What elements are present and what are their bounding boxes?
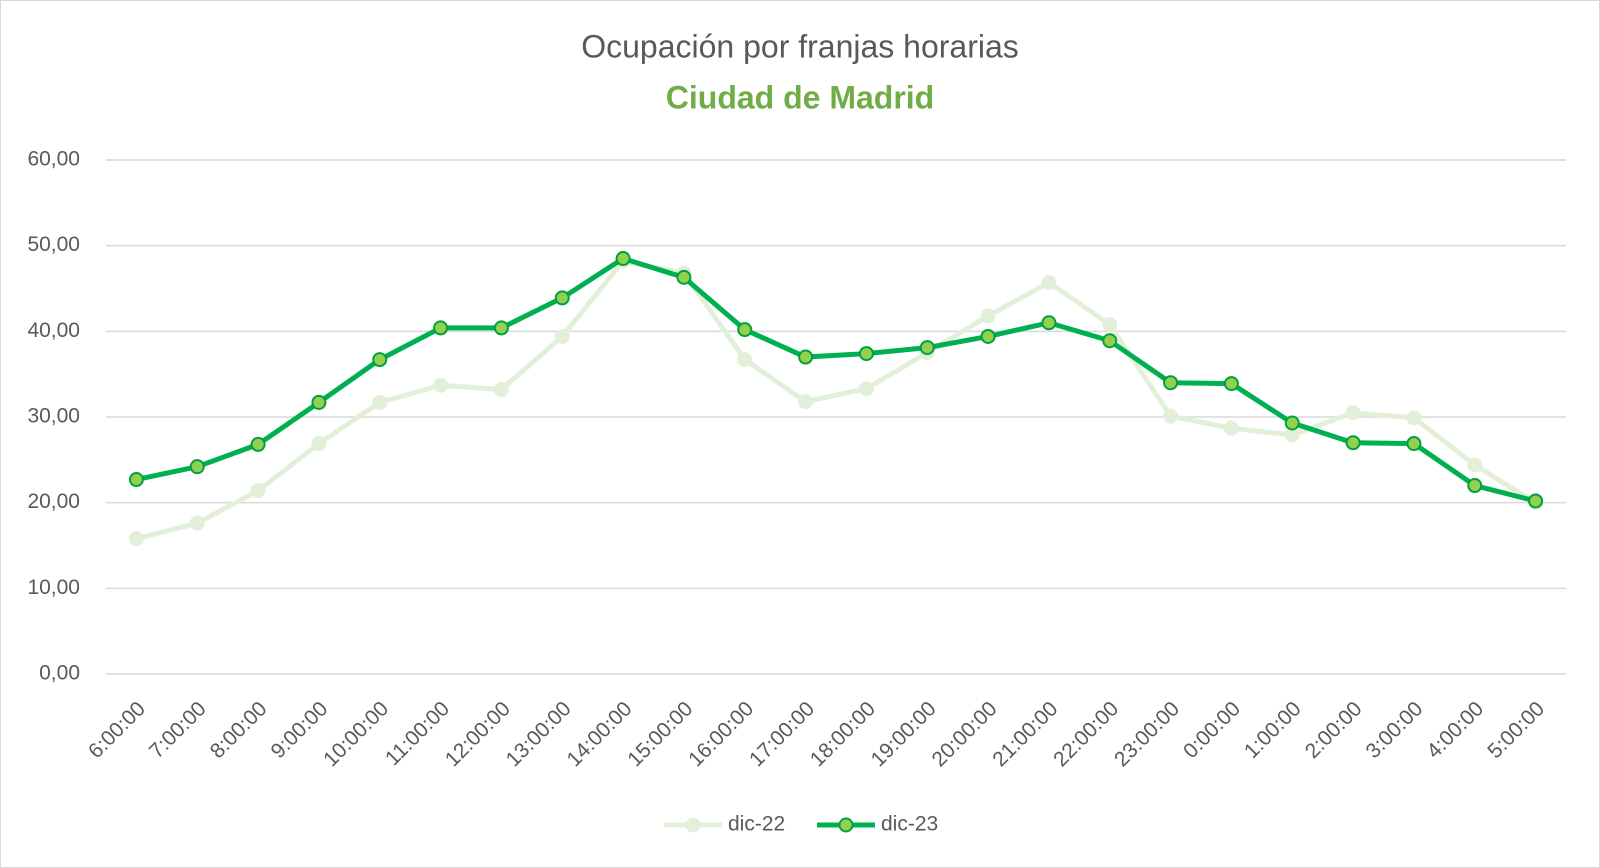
data-point (1406, 436, 1422, 452)
series-line (135, 258, 1537, 542)
y-tick-label: 10,00 (27, 576, 80, 599)
data-point (858, 346, 874, 362)
data-point (433, 377, 449, 393)
data-point (128, 472, 144, 488)
data-point (980, 328, 996, 344)
data-point (615, 251, 631, 267)
y-tick-label: 30,00 (27, 405, 80, 428)
data-point (1467, 457, 1483, 473)
data-point (554, 328, 570, 344)
data-point (1223, 376, 1239, 392)
chart-subtitle: Ciudad de Madrid (666, 79, 934, 115)
series-line (135, 256, 1537, 504)
data-point (858, 381, 874, 397)
data-point (980, 308, 996, 324)
data-point (798, 394, 814, 410)
data-point (1345, 405, 1361, 421)
data-point (737, 322, 753, 338)
data-point (1041, 275, 1057, 291)
data-point (1163, 375, 1179, 391)
y-tick-label: 40,00 (27, 319, 80, 342)
data-point (1223, 420, 1239, 436)
data-point (311, 394, 327, 410)
y-tick-label: 0,00 (39, 662, 80, 685)
data-point (1284, 415, 1300, 431)
data-point (128, 531, 144, 547)
legend-marker (838, 817, 854, 833)
data-point (311, 436, 327, 452)
data-point (1041, 315, 1057, 331)
data-point (189, 515, 205, 531)
data-point (554, 290, 570, 306)
legend-marker (685, 817, 701, 833)
data-point (1102, 333, 1118, 349)
data-point (1406, 410, 1422, 426)
data-point (737, 352, 753, 368)
legend-label: dic-22 (728, 813, 785, 836)
data-point (433, 320, 449, 336)
data-point (1345, 435, 1361, 451)
data-point (676, 269, 692, 285)
data-point (372, 394, 388, 410)
data-point (1102, 316, 1118, 332)
y-tick-label: 50,00 (27, 233, 80, 256)
data-point (250, 436, 266, 452)
y-tick-label: 20,00 (27, 490, 80, 513)
data-point (493, 320, 509, 336)
data-point (189, 459, 205, 475)
data-point (919, 340, 935, 356)
chart-title: Ocupación por franjas horarias (581, 28, 1019, 64)
data-point (1467, 478, 1483, 494)
data-point (250, 483, 266, 499)
data-point (372, 352, 388, 368)
data-point (493, 382, 509, 398)
data-point (798, 349, 814, 365)
data-point (1528, 493, 1544, 509)
legend-label: dic-23 (881, 813, 938, 836)
data-point (1163, 408, 1179, 424)
y-tick-label: 60,00 (27, 148, 80, 171)
